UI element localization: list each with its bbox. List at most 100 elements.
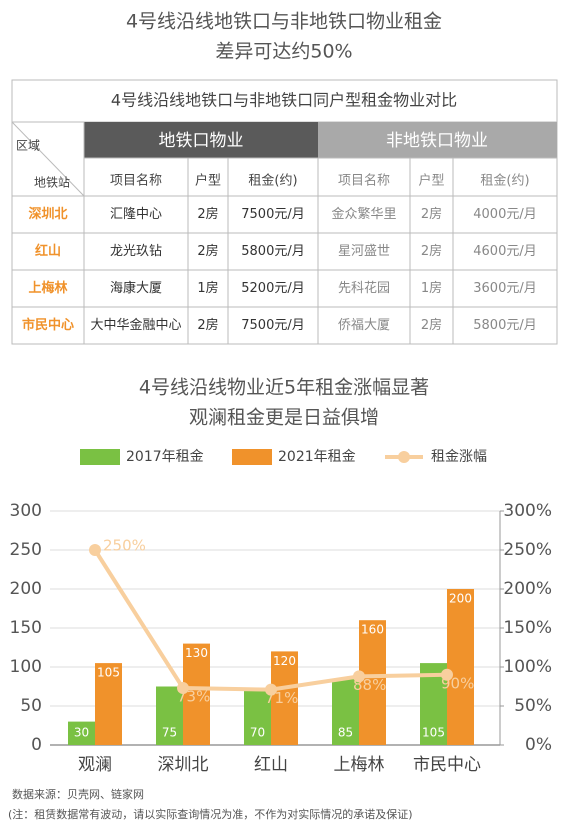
cell: 海康大厦	[110, 280, 162, 296]
y-tick-label: 0	[31, 735, 42, 755]
cell: 侨福大厦	[338, 318, 390, 333]
y2-tick-label: 150%	[503, 618, 552, 638]
y2-tick-label: 200%	[503, 579, 552, 599]
data-label: 70	[250, 726, 265, 740]
data-label: 105	[97, 666, 120, 680]
cell: 7500元/月	[241, 318, 304, 333]
source: 数据来源：贝壳网、链家网	[12, 787, 144, 801]
data-label: 73%	[177, 688, 210, 706]
table-title: 4号线沿线地铁口与非地铁口同户型租金物业对比	[111, 91, 457, 110]
bar	[244, 690, 271, 745]
chart-title: 观澜租金更是日益俱增	[189, 407, 379, 429]
legend-label: 租金涨幅	[431, 449, 487, 465]
y-tick-label: 150	[10, 618, 42, 638]
group-bg	[84, 122, 318, 158]
y2-tick-label: 0%	[525, 735, 552, 755]
column-header: 项目名称	[338, 173, 390, 189]
note: (注：租赁数据常有波动，请以实际查询情况为准，不作为对实际情况的承诺及保证)	[8, 807, 413, 821]
column-header: 户型	[195, 173, 221, 189]
cell: 市民中心	[22, 317, 74, 333]
point	[265, 683, 277, 696]
group-bg	[318, 122, 557, 158]
cell: 上梅林	[28, 280, 67, 296]
cell: 大中华金融中心	[90, 317, 181, 333]
bar	[332, 678, 359, 745]
point	[89, 544, 101, 556]
cell: 深圳北	[28, 206, 67, 222]
cell: 2房	[197, 206, 218, 222]
bar	[447, 589, 474, 745]
cell: 5200元/月	[241, 281, 304, 296]
point	[353, 670, 365, 683]
data-label: 105	[422, 726, 445, 740]
legend-swatch	[232, 449, 272, 465]
corner: 地铁站	[34, 176, 70, 190]
bar	[68, 721, 95, 745]
cell: 2房	[197, 243, 218, 259]
point	[441, 668, 453, 681]
cell: 金众繁华里	[331, 206, 396, 222]
cell: 2房	[421, 243, 442, 259]
bar	[95, 663, 122, 745]
group-header: 地铁口物业	[159, 131, 244, 151]
cell: 星河盛世	[338, 244, 390, 259]
data-label: 130	[185, 646, 208, 660]
cell: 红山	[35, 243, 61, 259]
bar	[156, 686, 183, 745]
cell: 龙光玖钻	[110, 243, 162, 259]
y-tick-label: 300	[10, 501, 42, 521]
title: 差异可达约50%	[215, 41, 352, 63]
cell: 1房	[421, 280, 442, 296]
data-label: 88%	[353, 676, 386, 694]
data-label: 30	[74, 726, 89, 740]
data-label: 90%	[441, 674, 474, 692]
y-tick-label: 200	[10, 579, 42, 599]
x-tick-label: 观澜	[78, 755, 112, 775]
bar	[271, 651, 298, 745]
cell: 汇隆中心	[110, 207, 162, 222]
y-tick-label: 50	[20, 696, 42, 716]
table-frame	[11, 79, 558, 345]
column-header: 租金(约)	[480, 173, 529, 189]
cell: 2房	[421, 317, 442, 333]
cell: 4600元/月	[473, 244, 536, 259]
data-label: 120	[273, 654, 296, 668]
y2-tick-label: 100%	[503, 657, 552, 677]
y-tick-label: 100	[10, 657, 42, 677]
column-header: 租金(约)	[248, 173, 297, 189]
y2-tick-label: 300%	[503, 501, 552, 521]
data-label: 200	[449, 592, 472, 606]
column-header: 户型	[418, 173, 444, 189]
x-tick-label: 红山	[254, 755, 288, 775]
cell: 7500元/月	[241, 207, 304, 222]
x-tick-label: 上梅林	[334, 755, 385, 775]
legend-label: 2017年租金	[126, 449, 204, 465]
y-tick-label: 250	[10, 540, 42, 560]
cell: 2房	[421, 206, 442, 222]
cell: 3600元/月	[473, 281, 536, 296]
legend-label: 2021年租金	[278, 449, 356, 465]
y2-tick-label: 50%	[514, 696, 552, 716]
cell: 1房	[197, 280, 218, 296]
diagonal	[11, 121, 85, 197]
group-header: 非地铁口物业	[386, 131, 488, 151]
legend-swatch	[398, 451, 410, 463]
bar	[359, 620, 386, 745]
y2-tick-label: 250%	[503, 540, 552, 560]
x-tick-label: 深圳北	[158, 755, 209, 775]
cell: 2房	[197, 317, 218, 333]
point	[177, 682, 189, 695]
data-label: 160	[361, 623, 384, 637]
chart-title: 4号线沿线物业近5年租金涨幅显著	[139, 377, 429, 399]
data-label: 71%	[265, 689, 298, 707]
data-label: 85	[338, 726, 353, 740]
data-label: 250%	[103, 537, 146, 555]
title: 4号线沿线地铁口与非地铁口物业租金	[126, 11, 442, 33]
cell: 5800元/月	[241, 244, 304, 259]
legend-swatch	[80, 449, 120, 465]
cell: 先科花园	[338, 280, 390, 296]
cell: 4000元/月	[473, 207, 536, 222]
x-tick-label: 市民中心	[413, 755, 481, 775]
data-label: 75	[162, 726, 177, 740]
